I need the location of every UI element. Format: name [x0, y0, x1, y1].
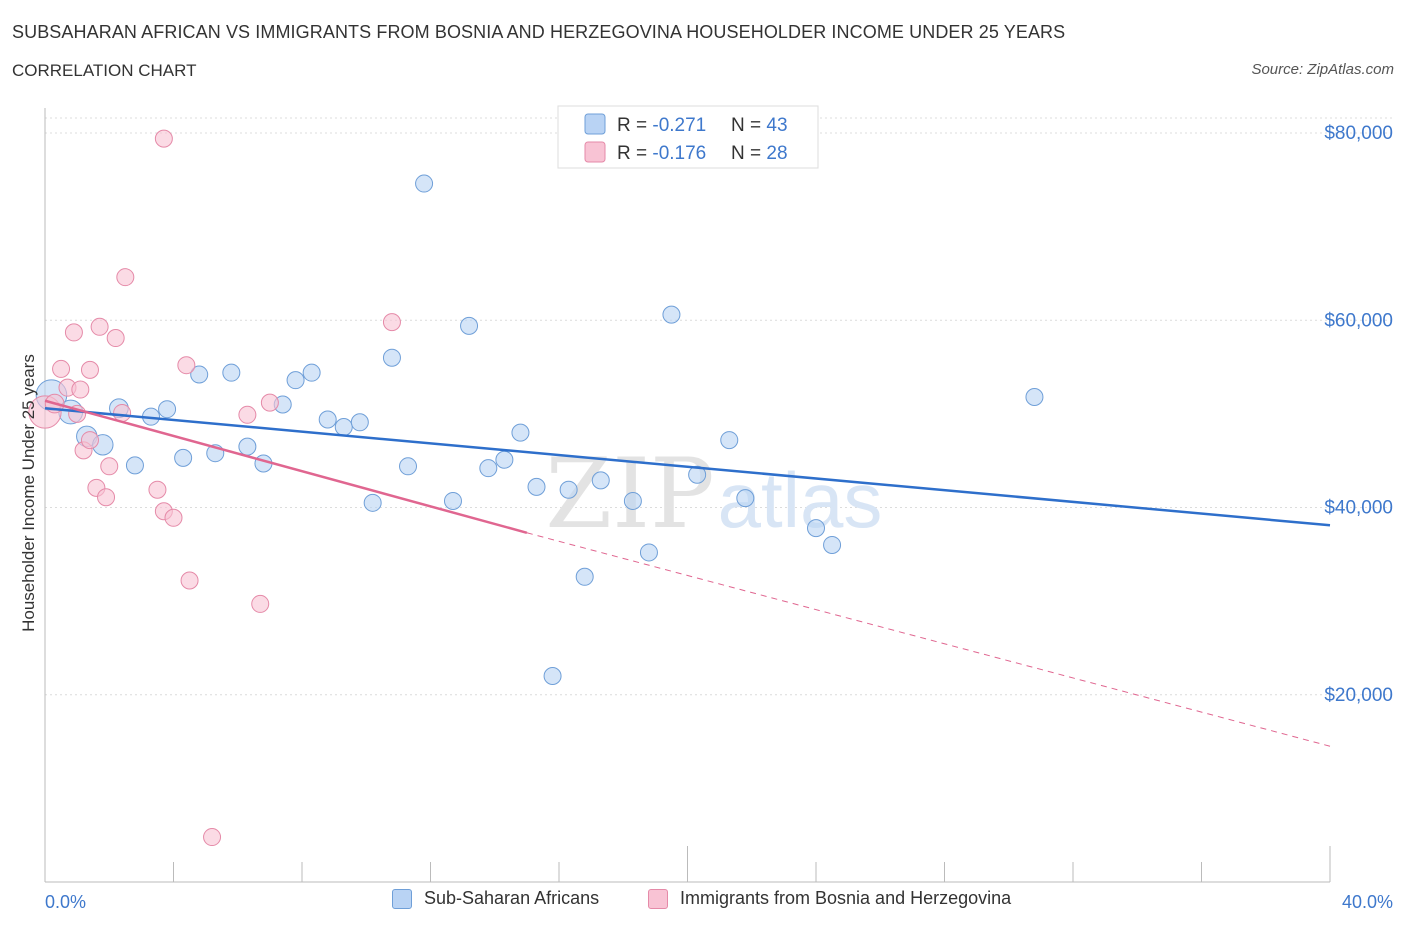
legend-r-label-blue: R =: [617, 115, 652, 136]
point-sub-saharan: [736, 489, 755, 508]
point-sub-saharan: [527, 477, 546, 496]
y-tick-label: $60,000: [1324, 310, 1393, 331]
point-bosnia: [80, 360, 99, 379]
point-sub-saharan: [543, 667, 562, 686]
trend-line-sub-saharan: [44, 407, 1331, 527]
point-bosnia: [106, 329, 125, 348]
x-tick-label-max: 40.0%: [1342, 892, 1393, 912]
y-tick-label: $20,000: [1324, 685, 1393, 706]
point-sub-saharan: [334, 417, 353, 436]
point-bosnia: [260, 393, 279, 412]
chart-subtitle: CORRELATION CHART: [12, 61, 197, 80]
point-sub-saharan: [318, 410, 337, 429]
point-sub-saharan: [575, 567, 594, 586]
point-sub-saharan: [443, 491, 462, 510]
svg-text:R = -0.271: R = -0.271: [617, 115, 706, 136]
legend-item-pink[interactable]: Immigrants from Bosnia and Herzegovina: [648, 888, 1011, 909]
point-sub-saharan: [382, 348, 401, 367]
points-layer: [28, 129, 1044, 847]
point-bosnia: [154, 129, 173, 148]
point-sub-saharan: [807, 519, 825, 538]
legend-swatch-sub-saharan: [392, 888, 412, 909]
point-bosnia: [116, 268, 135, 287]
legend-n-label-pink: N =: [731, 143, 766, 164]
point-bosnia: [71, 380, 90, 399]
point-bosnia: [52, 359, 71, 378]
point-sub-saharan: [639, 543, 658, 562]
legend-swatch-bosnia: [648, 888, 668, 909]
point-bosnia: [64, 323, 83, 342]
legend-n-value-blue: 43: [766, 115, 787, 136]
legend-item-blue[interactable]: Sub-Saharan Africans: [392, 888, 599, 909]
point-sub-saharan: [399, 457, 418, 476]
legend-n-label-blue: N =: [731, 115, 766, 136]
point-sub-saharan: [286, 371, 305, 390]
legend-swatch-pink: [584, 141, 606, 163]
svg-text:R = -0.176: R = -0.176: [617, 143, 706, 164]
legend-r-value-blue: -0.271: [652, 115, 706, 136]
point-sub-saharan: [190, 365, 209, 384]
point-bosnia: [251, 594, 270, 613]
y-tick-labels: $80,000 $60,000 $40,000 $20,000: [1324, 123, 1393, 706]
legend-n-value-pink: 28: [766, 143, 787, 164]
point-bosnia: [113, 403, 132, 422]
point-sub-saharan: [479, 459, 498, 478]
point-bosnia: [164, 508, 183, 527]
y-tick-label: $80,000: [1324, 123, 1393, 144]
point-sub-saharan: [511, 423, 530, 442]
point-sub-saharan: [1025, 388, 1044, 407]
point-sub-saharan: [350, 413, 369, 432]
point-sub-saharan: [623, 491, 642, 510]
point-sub-saharan: [495, 450, 514, 469]
legend-label-bosnia: Immigrants from Bosnia and Herzegovina: [680, 888, 1012, 908]
point-bosnia: [100, 457, 119, 476]
axes-layer: [44, 108, 1331, 883]
trend-line-bosnia: [44, 399, 528, 534]
point-sub-saharan: [559, 480, 578, 499]
point-sub-saharan: [174, 448, 193, 467]
point-bosnia: [90, 317, 109, 336]
x-tick-label-min: 0.0%: [45, 892, 86, 912]
legend-r-label-pink: R =: [617, 143, 652, 164]
point-bosnia: [148, 480, 167, 499]
y-tick-label: $40,000: [1324, 498, 1393, 519]
point-bosnia: [177, 356, 196, 375]
trend-layer: [44, 399, 1331, 747]
point-sub-saharan: [823, 535, 842, 554]
trend-extension-bosnia: [526, 532, 1331, 747]
correlation-legend: R = -0.271 N = 43 R = -0.176 N = 28: [557, 105, 819, 169]
point-sub-saharan: [460, 316, 479, 335]
point-bosnia: [203, 828, 222, 847]
point-bosnia: [97, 488, 116, 507]
chart-title: SUBSAHARAN AFRICAN VS IMMIGRANTS FROM BO…: [12, 22, 1066, 42]
y-axis-title: Householder Income Under 25 years: [19, 354, 38, 632]
point-sub-saharan: [302, 363, 321, 382]
point-sub-saharan: [662, 305, 681, 324]
point-sub-saharan: [591, 471, 610, 490]
point-bosnia: [80, 431, 99, 450]
point-sub-saharan: [158, 400, 177, 419]
point-sub-saharan: [688, 465, 707, 484]
point-sub-saharan: [222, 363, 241, 382]
source-credit: Source: ZipAtlas.com: [1251, 61, 1394, 78]
legend-r-value-pink: -0.176: [652, 143, 706, 164]
point-bosnia: [180, 571, 199, 590]
legend-swatch-blue: [584, 113, 606, 135]
svg-text:N = 43: N = 43: [731, 115, 788, 136]
point-sub-saharan: [125, 456, 144, 475]
point-sub-saharan: [720, 431, 739, 450]
point-bosnia: [382, 313, 401, 332]
point-bosnia: [238, 405, 257, 424]
svg-text:N = 28: N = 28: [731, 143, 788, 164]
watermark: ZIP atlas: [545, 438, 882, 550]
legend-label-sub-saharan: Sub-Saharan Africans: [424, 888, 600, 908]
point-sub-saharan: [238, 437, 257, 456]
series-legend: Sub-Saharan Africans Immigrants from Bos…: [0, 888, 1406, 916]
point-sub-saharan: [415, 174, 434, 193]
point-sub-saharan: [363, 493, 382, 512]
